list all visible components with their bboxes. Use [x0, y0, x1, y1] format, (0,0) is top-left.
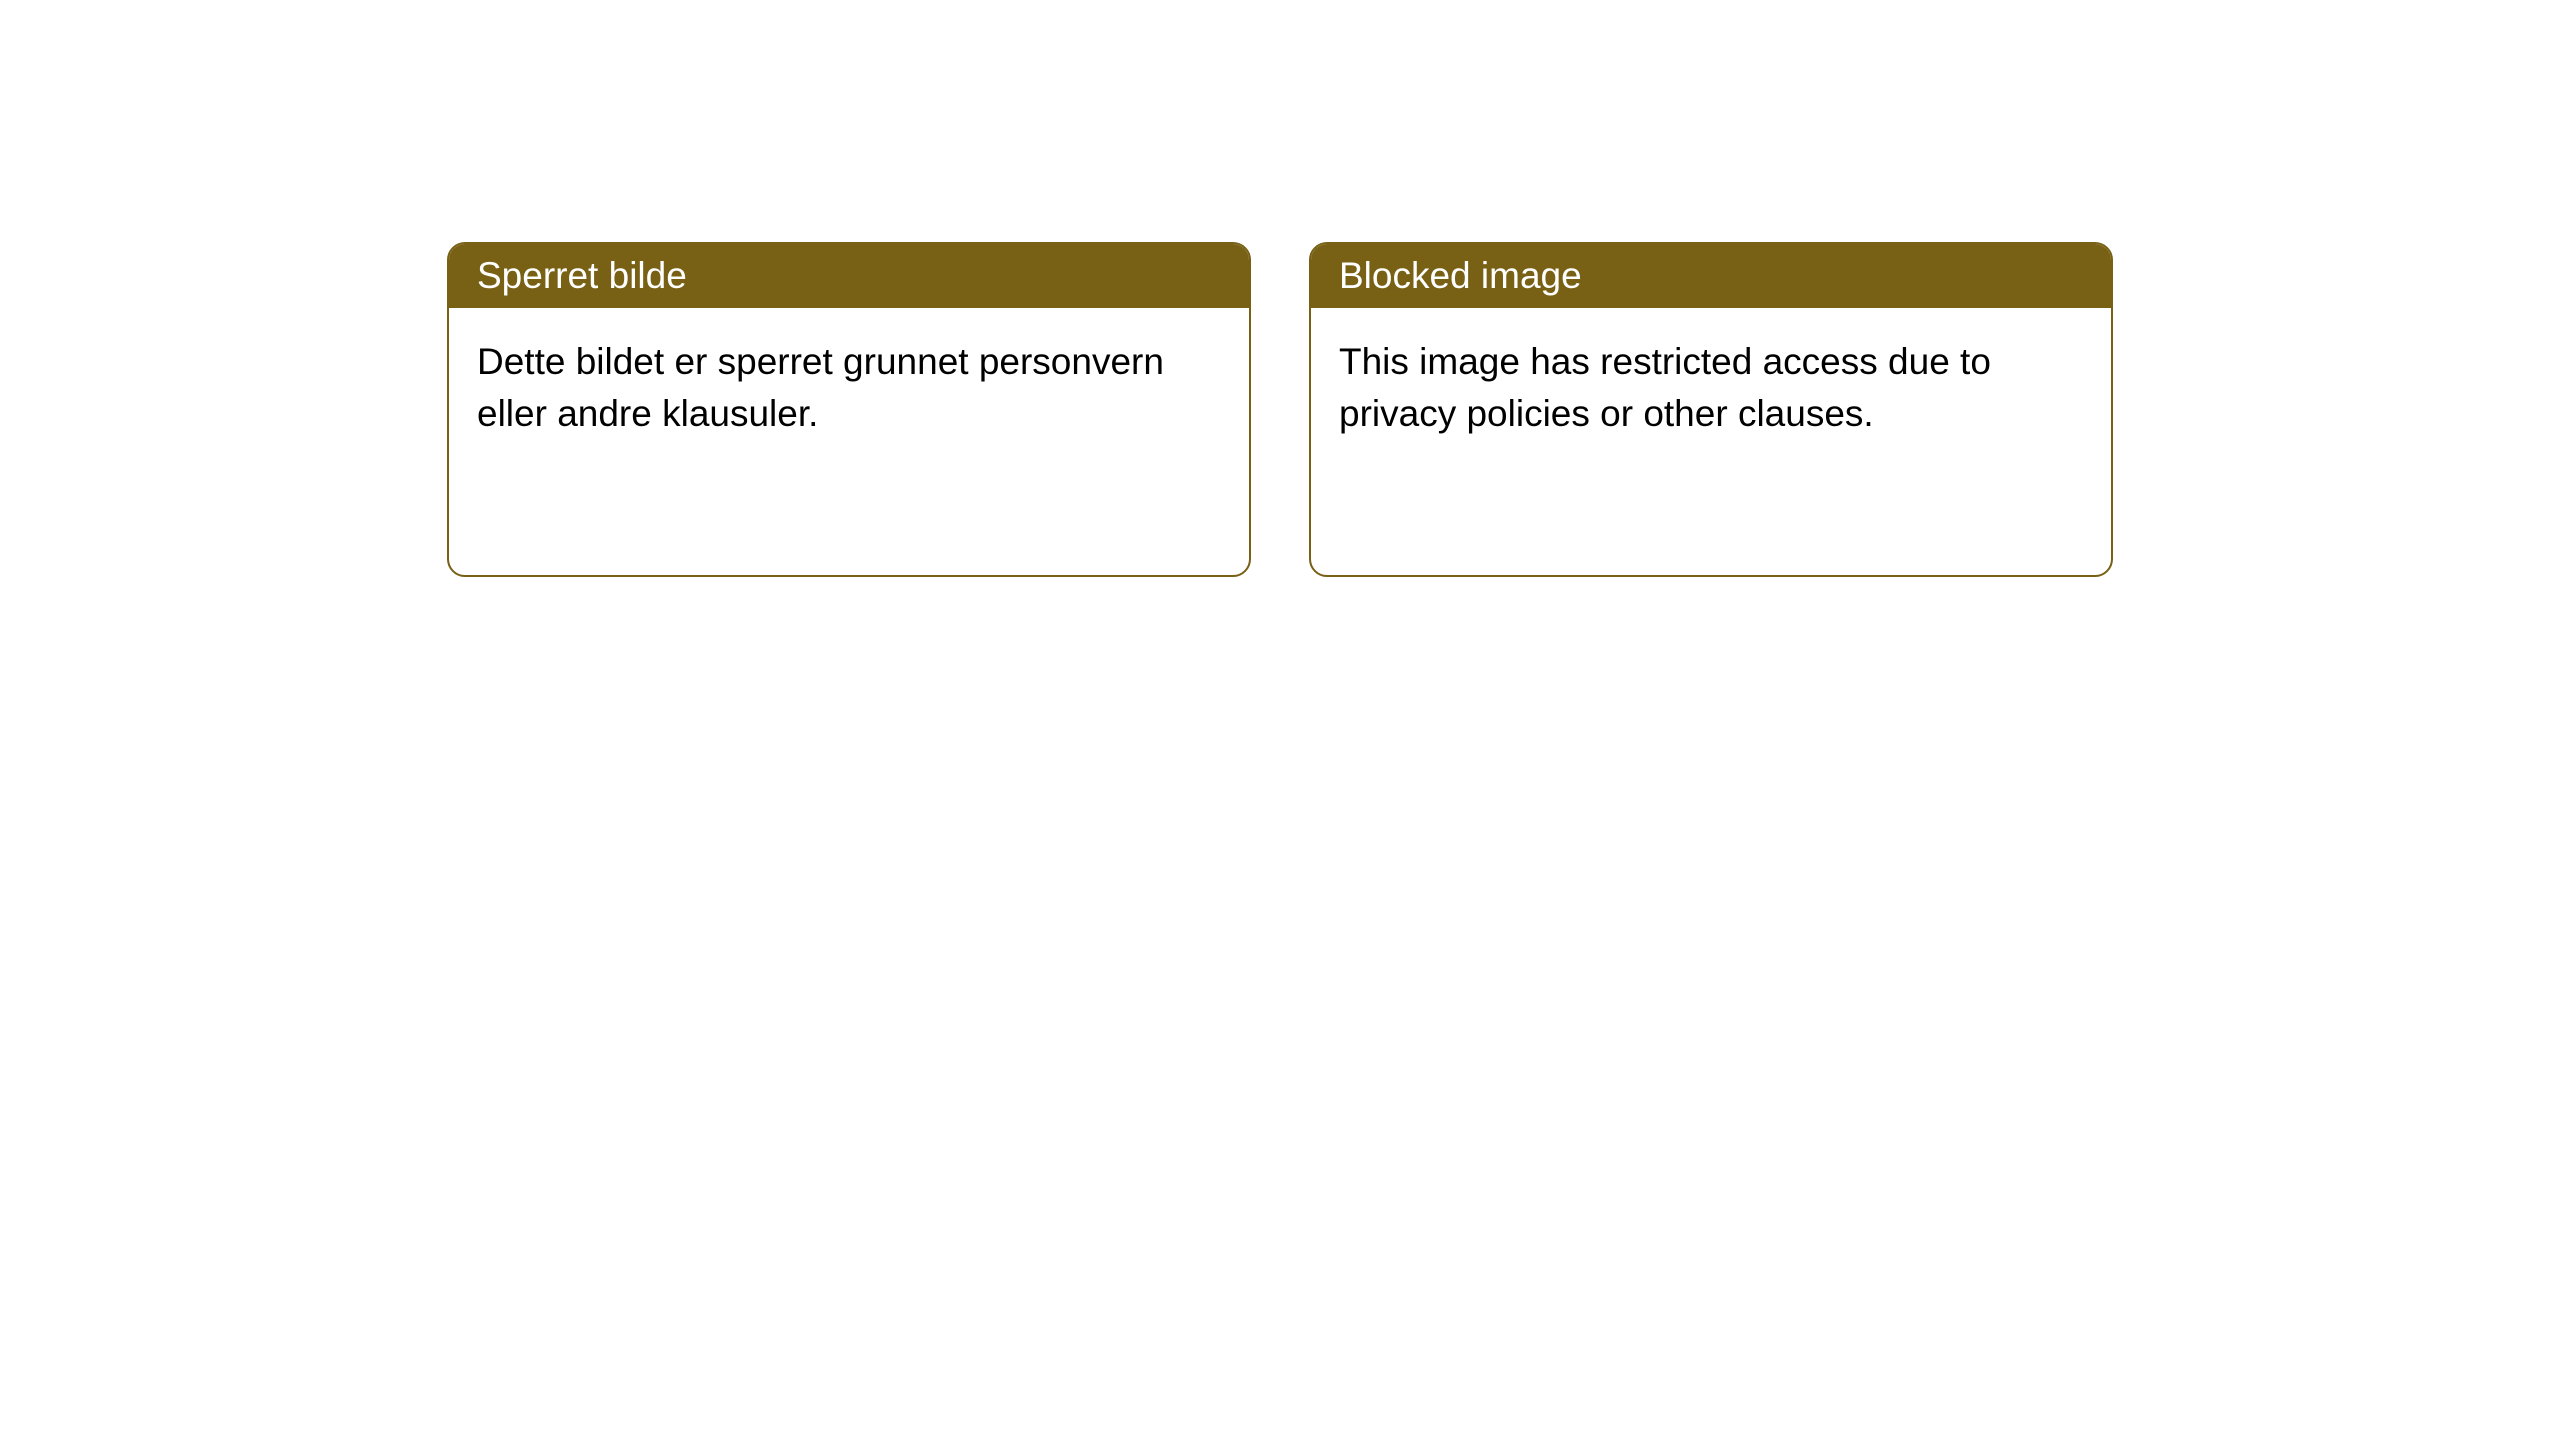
notice-title-english: Blocked image: [1339, 255, 1582, 296]
notice-body-english: This image has restricted access due to …: [1311, 308, 2111, 468]
notice-header-english: Blocked image: [1311, 244, 2111, 308]
notice-body-norwegian: Dette bildet er sperret grunnet personve…: [449, 308, 1249, 468]
notice-box-english: Blocked image This image has restricted …: [1309, 242, 2113, 577]
notice-header-norwegian: Sperret bilde: [449, 244, 1249, 308]
notice-box-norwegian: Sperret bilde Dette bildet er sperret gr…: [447, 242, 1251, 577]
notice-title-norwegian: Sperret bilde: [477, 255, 687, 296]
notice-text-norwegian: Dette bildet er sperret grunnet personve…: [477, 341, 1164, 434]
notice-text-english: This image has restricted access due to …: [1339, 341, 1991, 434]
notice-container: Sperret bilde Dette bildet er sperret gr…: [447, 242, 2113, 577]
